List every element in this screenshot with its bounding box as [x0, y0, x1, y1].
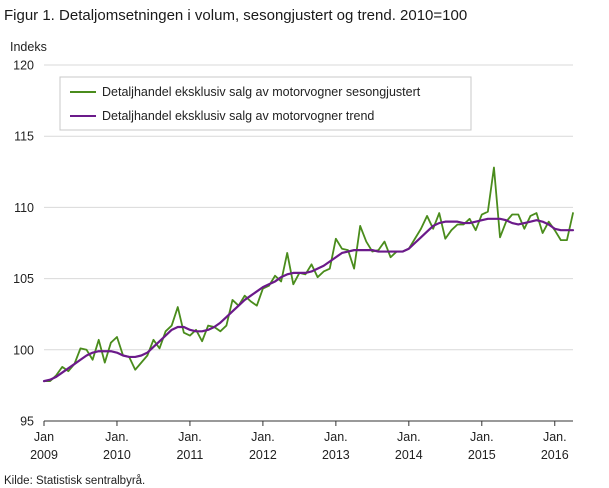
x-tick-label-month: Jan. [543, 430, 567, 444]
x-tick-label-month: Jan. [105, 430, 129, 444]
x-tick-label-year: 2010 [103, 448, 131, 462]
legend: Detaljhandel eksklusiv salg av motorvogn… [59, 76, 472, 131]
y-axis-ticks: 95 100 105 110 115 120 [13, 59, 34, 429]
y-tick-label: 110 [14, 201, 34, 215]
x-tick-label-month: Jan. [178, 430, 202, 444]
x-tick-label-year: 2009 [30, 448, 58, 462]
series-line-sesongjustert [43, 166, 574, 383]
y-tick-label: 95 [20, 415, 34, 429]
grid [44, 64, 573, 351]
x-tick-label-month: Jan [34, 430, 54, 444]
x-tick-label-month: Jan. [324, 430, 348, 444]
y-axis-label: Indeks [10, 40, 47, 54]
x-tick-label-year: 2012 [249, 448, 277, 462]
x-tick-label-month: Jan. [397, 430, 421, 444]
x-tick-label-year: 2011 [176, 448, 203, 462]
x-tick-label-month: Jan. [251, 430, 275, 444]
series-line-trend [42, 217, 575, 383]
y-tick-label: 100 [13, 343, 34, 357]
x-tick-label-year: 2015 [468, 448, 496, 462]
x-tick-label-month: Jan. [470, 430, 494, 444]
series-lines [42, 166, 575, 383]
legend-label-sesongjustert: Detaljhandel eksklusiv salg av motorvogn… [102, 85, 421, 99]
legend-label-trend: Detaljhandel eksklusiv salg av motorvogn… [102, 109, 374, 123]
legend-box [59, 76, 472, 131]
x-tick-label-year: 2014 [395, 448, 423, 462]
y-tick-label: 105 [13, 272, 34, 286]
chart-title: Figur 1. Detaljomsetningen i volum, seso… [4, 7, 467, 24]
y-tick-label: 120 [13, 59, 34, 73]
x-tick-label-year: 2016 [541, 448, 569, 462]
x-axis-ticks: Jan 2009 Jan. 2010 Jan. 2011 Jan. 2012 Jan. 2013 J… [30, 421, 569, 462]
y-tick-label: 115 [14, 130, 34, 144]
x-tick-label-year: 2013 [322, 448, 350, 462]
source-note: Kilde: Statistisk sentralbyrå. [4, 475, 145, 487]
